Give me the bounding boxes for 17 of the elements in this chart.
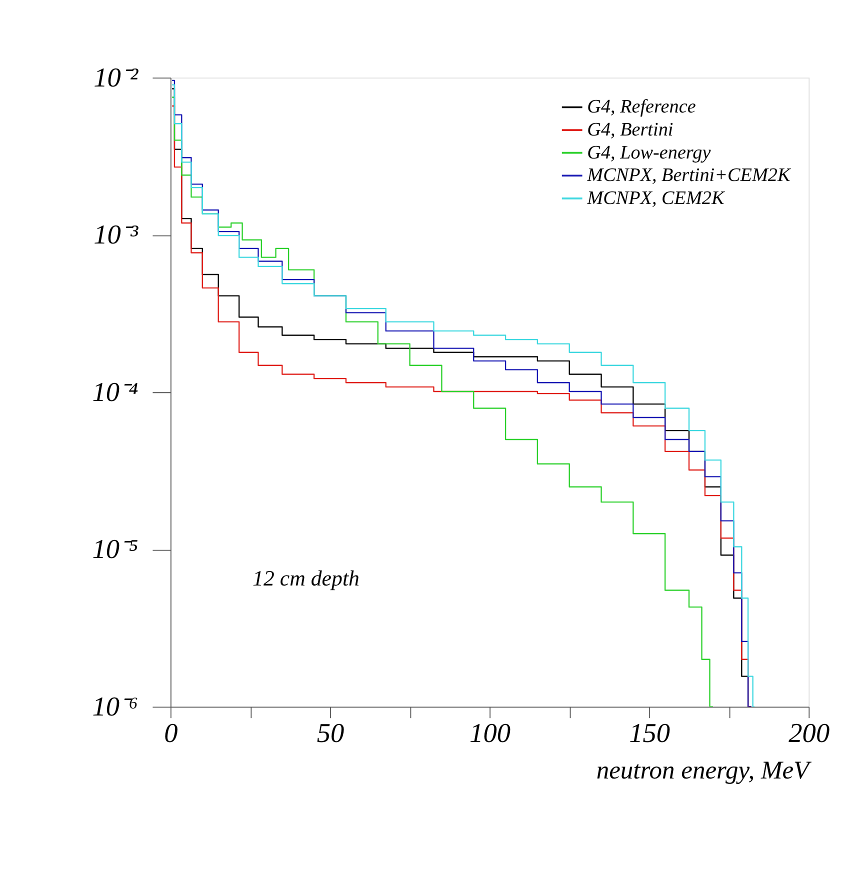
legend-label: MCNPX, CEM2K xyxy=(586,188,726,209)
legend-label: G4, Reference xyxy=(587,96,696,118)
x-tick-label: 100 xyxy=(470,718,511,748)
y-tick-label: 10⁻³ xyxy=(94,220,139,250)
legend-label: MCNPX, Bertini+CEM2K xyxy=(586,165,792,186)
legend-label: G4, Bertini xyxy=(587,120,674,141)
y-tick-label: 10⁻⁵ xyxy=(92,534,138,564)
x-tick-label: 200 xyxy=(788,718,830,748)
x-axis-title: neutron energy, MeV xyxy=(596,755,813,784)
y-tick-label: 10⁻⁴ xyxy=(92,376,139,407)
y-tick-label: 10⁻² xyxy=(94,62,139,92)
y-tick-label: 10⁻⁶ xyxy=(92,691,138,722)
legend-label: G4, Low-energy xyxy=(587,142,712,164)
x-tick-label: 0 xyxy=(164,718,178,748)
x-tick-label: 150 xyxy=(629,718,670,748)
annotation: 12 cm depth xyxy=(252,566,360,590)
x-tick-label: 50 xyxy=(316,718,344,748)
